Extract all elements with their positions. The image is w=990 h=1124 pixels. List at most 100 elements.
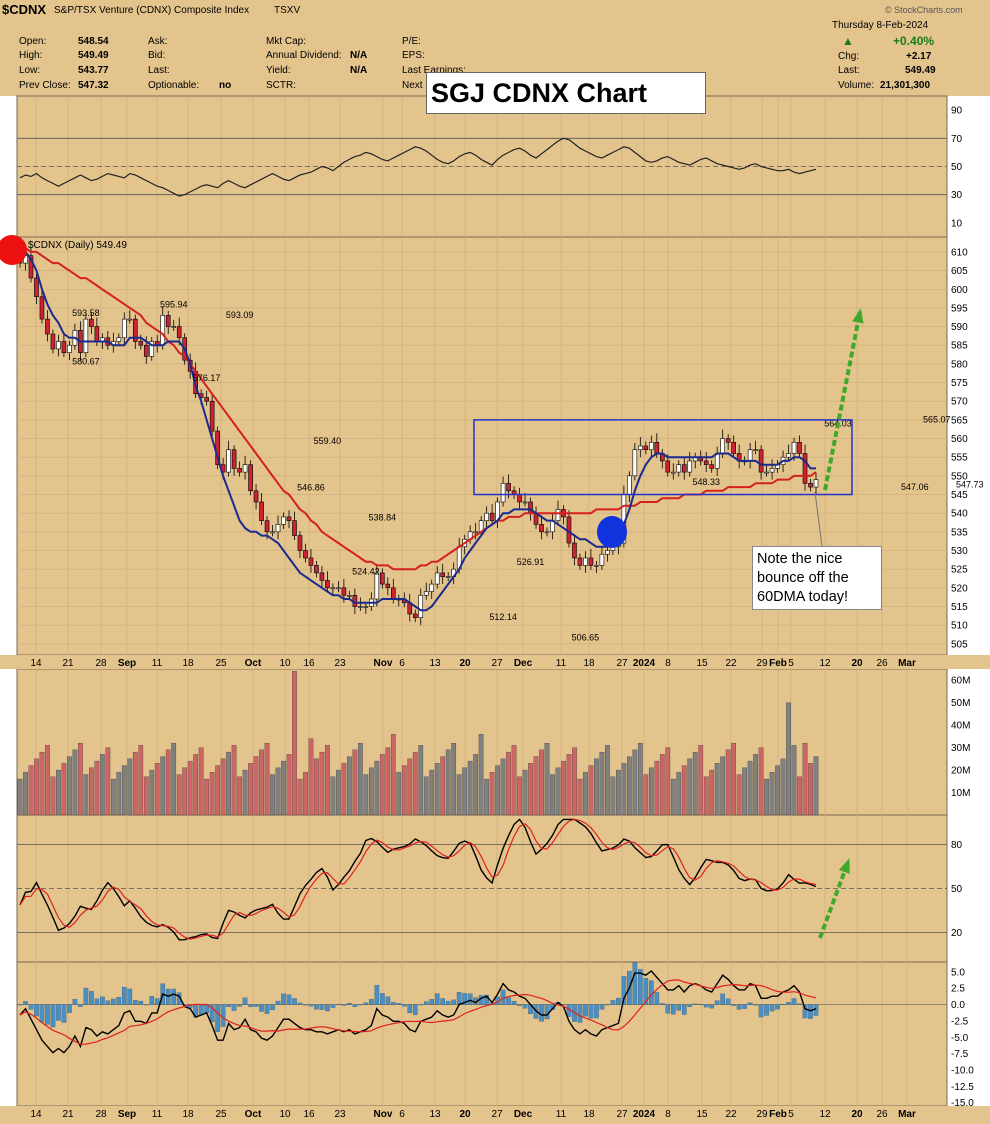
candle-body [28,255,34,279]
volume-bar [34,758,39,816]
candle-body [94,326,100,342]
volume-bar [193,754,199,816]
open-value: 548.54 [78,36,109,47]
macd-histogram-bar [517,1004,522,1006]
volume-label: Volume: [838,80,875,91]
volume-bar [132,751,138,816]
volume-bar [231,745,237,816]
macd-y-tick: -15.0 [951,1098,974,1109]
volume-bar [632,749,638,816]
macd-histogram-bar [506,997,511,1005]
candle-body [149,341,155,357]
price-label: 595.94 [160,299,188,309]
volume-bar [676,772,682,816]
x-tick-label: 8 [665,658,671,669]
macd-histogram-bar [714,1000,720,1005]
x-tick-label: 18 [182,658,194,669]
macd-histogram-bar [127,988,133,1005]
price-label: 593.09 [226,310,254,320]
volume-bar [363,774,369,816]
volume-bar [753,754,758,816]
macd-histogram-bar [786,1002,791,1005]
price-label: 580.67 [72,356,100,366]
x-tick-label: 16 [303,658,315,669]
candle-body [237,468,242,473]
volume-bar [412,751,418,816]
candle-body [209,400,215,432]
volume-bar [522,769,528,816]
volume-bar [160,756,166,816]
volume-bar [736,774,742,816]
volume-y-tick: 30M [951,743,970,754]
volume-y-tick: 10M [951,788,970,799]
candle-body [506,483,511,492]
price-label: 512.14 [489,612,517,622]
candle-body [358,606,363,608]
volume-bar [506,751,511,816]
volume-bar [780,758,786,816]
macd-histogram-bar [220,1004,226,1027]
volume-bar [616,769,621,816]
macd-histogram-bar [34,1004,39,1017]
candle-body [226,449,231,473]
candle-body [176,326,182,339]
price-legend: $CDNX (Daily) 549.49 [28,240,127,251]
volume-bar [423,776,429,816]
macd-histogram-bar [401,1004,407,1007]
macd-histogram-bar [45,1004,50,1025]
price-label: 548.33 [692,477,720,487]
macd-histogram-bar [363,1002,369,1005]
green-arrow-price-head [852,308,864,324]
last-price-value: 549.49 [905,65,936,76]
volume-bar [813,756,819,816]
price-y-tick: 545 [951,490,968,501]
candle-body [138,341,144,346]
volume-bar [594,758,599,816]
macd-histogram-bar [605,1004,610,1006]
volume-bar [390,733,396,816]
candle-body [231,449,237,469]
price-y-tick: 505 [951,639,968,650]
candle-body [555,509,561,521]
volume-bar [550,774,555,816]
macd-histogram-bar [308,1004,314,1007]
volume-bar [478,733,484,816]
stoch-y-tick: 50 [951,884,963,895]
macd-histogram-bar [632,962,638,1005]
volume-bar [154,763,160,816]
macd-histogram-bar [698,1004,704,1005]
exchange: TSXV [274,5,301,16]
x-tick-label: 5 [788,658,794,669]
macd-histogram-bar [248,1004,253,1007]
candle-body [319,572,325,581]
volume-bar [143,776,149,816]
candle-body [670,471,676,474]
volume-bar [286,754,292,816]
volume-bar [401,765,407,816]
x-tick-label: Sep [118,658,136,669]
macd-histogram-bar [281,993,286,1005]
candle-body [242,464,248,473]
volume-bar [407,758,413,816]
rsi-y-tick: 90 [951,106,963,117]
volume-bar [105,747,111,816]
macd-histogram-bar [758,1004,764,1018]
volume-bar [171,742,177,816]
volume-bar [445,749,451,816]
candle-body [259,501,264,521]
volume-bar [275,767,281,816]
volume-bar [149,769,155,816]
macd-histogram-bar [94,998,100,1005]
macd-histogram-bar [407,1004,413,1014]
volume-bar [45,745,50,816]
last-price-label: Last: [838,65,860,76]
macd-histogram-bar [264,1004,270,1014]
x-tick-label: 23 [334,658,346,669]
macd-histogram-bar [28,1004,34,1010]
x-tick-label: 22 [725,658,737,669]
candle-body [330,587,336,590]
candle-body [654,441,660,454]
candle-body [292,520,297,536]
bid-label: Bid: [148,50,166,61]
macd-histogram-bar [297,1002,303,1005]
